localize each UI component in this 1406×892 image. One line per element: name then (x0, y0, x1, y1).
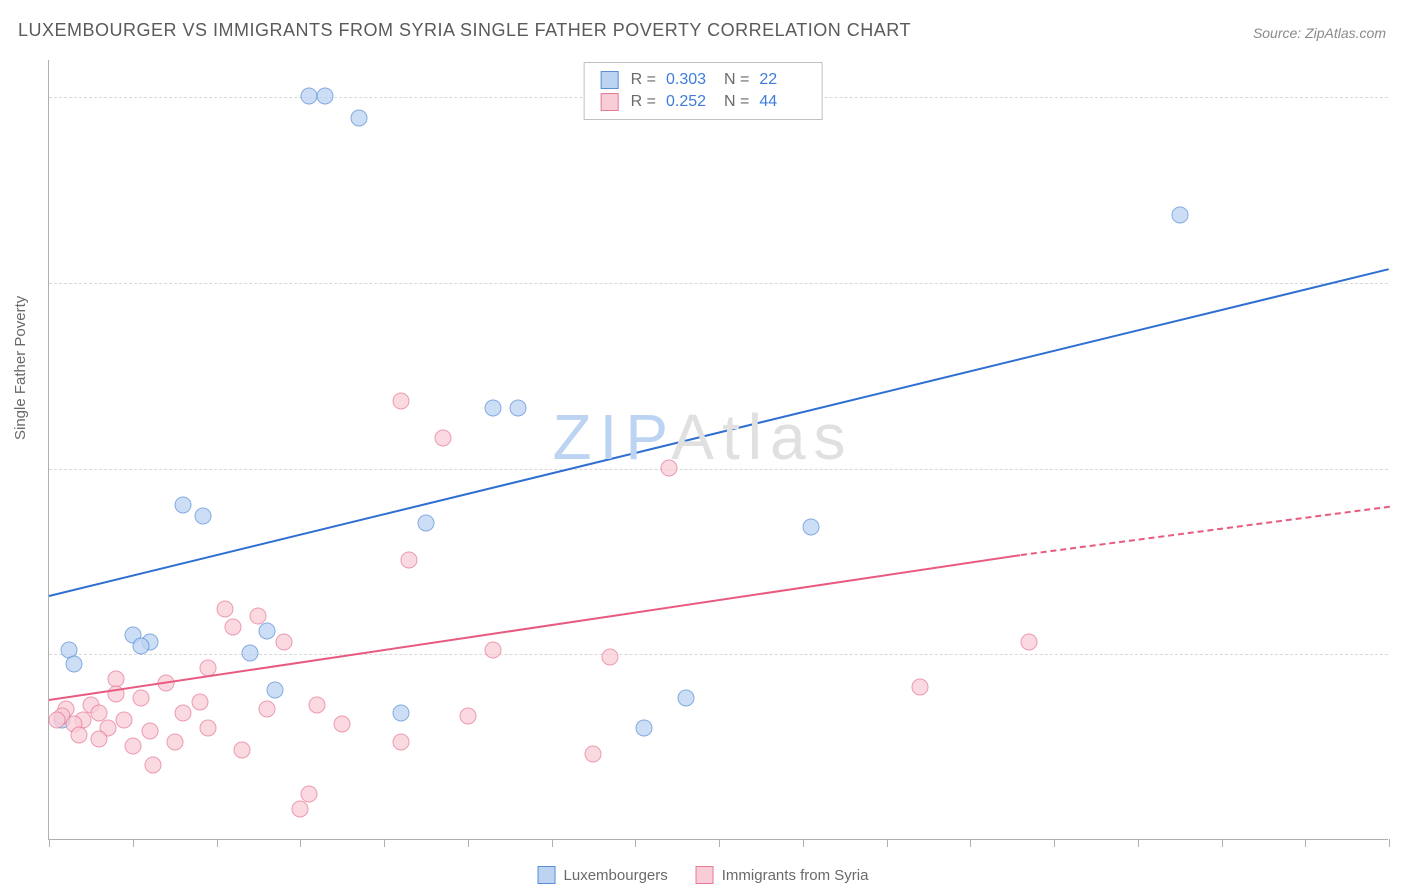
r-value: 0.303 (666, 71, 712, 89)
data-point (133, 637, 150, 654)
x-tick (552, 839, 553, 847)
data-point (216, 600, 233, 617)
x-tick (803, 839, 804, 847)
x-tick (133, 839, 134, 847)
data-point (258, 701, 275, 718)
r-value: 0.252 (666, 93, 712, 111)
x-tick (217, 839, 218, 847)
data-point (250, 608, 267, 625)
correlation-stats-box: R = 0.303 N = 22 R = 0.252 N = 44 (584, 62, 823, 120)
data-point (677, 689, 694, 706)
data-point (1171, 207, 1188, 224)
x-tick (300, 839, 301, 847)
data-point (803, 519, 820, 536)
n-label: N = (724, 71, 749, 89)
data-point (317, 88, 334, 105)
legend-swatch-icon (538, 866, 556, 884)
data-point (225, 619, 242, 636)
n-value: 44 (759, 93, 805, 111)
data-point (275, 634, 292, 651)
data-point (175, 496, 192, 513)
data-point (392, 392, 409, 409)
data-point (459, 708, 476, 725)
regression-line (49, 268, 1389, 597)
data-point (392, 704, 409, 721)
regression-line (1020, 506, 1389, 556)
stats-swatch-icon (601, 71, 619, 89)
data-point (49, 712, 66, 729)
data-point (124, 738, 141, 755)
data-point (71, 727, 88, 744)
legend: Luxembourgers Immigrants from Syria (538, 866, 869, 884)
data-point (144, 756, 161, 773)
data-point (242, 645, 259, 662)
data-point (912, 678, 929, 695)
x-tick (635, 839, 636, 847)
data-point (200, 719, 217, 736)
chart-title: LUXEMBOURGER VS IMMIGRANTS FROM SYRIA SI… (18, 20, 911, 41)
x-tick (468, 839, 469, 847)
data-point (191, 693, 208, 710)
legend-item-luxembourgers: Luxembourgers (538, 866, 668, 884)
legend-swatch-icon (696, 866, 714, 884)
data-point (602, 649, 619, 666)
x-tick (970, 839, 971, 847)
legend-item-syria: Immigrants from Syria (696, 866, 869, 884)
data-point (116, 712, 133, 729)
x-tick (887, 839, 888, 847)
data-point (660, 459, 677, 476)
data-point (434, 429, 451, 446)
data-point (417, 515, 434, 532)
legend-label: Luxembourgers (564, 867, 668, 884)
data-point (510, 400, 527, 417)
data-point (334, 715, 351, 732)
x-tick (719, 839, 720, 847)
data-point (484, 400, 501, 417)
x-tick (384, 839, 385, 847)
data-point (66, 656, 83, 673)
source-attribution: Source: ZipAtlas.com (1253, 25, 1386, 41)
data-point (166, 734, 183, 751)
data-point (133, 689, 150, 706)
data-point (484, 641, 501, 658)
data-point (258, 623, 275, 640)
data-point (1020, 634, 1037, 651)
x-tick (1138, 839, 1139, 847)
plot-area (48, 60, 1388, 840)
stats-row: R = 0.252 N = 44 (601, 91, 806, 113)
y-axis-label: Single Father Poverty (12, 296, 29, 440)
data-point (267, 682, 284, 699)
n-label: N = (724, 93, 749, 111)
data-point (300, 88, 317, 105)
data-point (309, 697, 326, 714)
stats-swatch-icon (601, 93, 619, 111)
x-tick (49, 839, 50, 847)
data-point (292, 801, 309, 818)
regression-line (49, 554, 1021, 701)
gridline (49, 469, 1388, 470)
data-point (195, 507, 212, 524)
data-point (392, 734, 409, 751)
data-point (635, 719, 652, 736)
data-point (585, 745, 602, 762)
data-point (401, 552, 418, 569)
x-tick (1305, 839, 1306, 847)
r-label: R = (631, 93, 656, 111)
n-value: 22 (759, 71, 805, 89)
data-point (233, 741, 250, 758)
data-point (141, 723, 158, 740)
stats-row: R = 0.303 N = 22 (601, 69, 806, 91)
x-tick (1389, 839, 1390, 847)
data-point (350, 110, 367, 127)
data-point (175, 704, 192, 721)
x-tick (1222, 839, 1223, 847)
legend-label: Immigrants from Syria (722, 867, 869, 884)
gridline (49, 283, 1388, 284)
x-tick (1054, 839, 1055, 847)
r-label: R = (631, 71, 656, 89)
data-point (91, 730, 108, 747)
